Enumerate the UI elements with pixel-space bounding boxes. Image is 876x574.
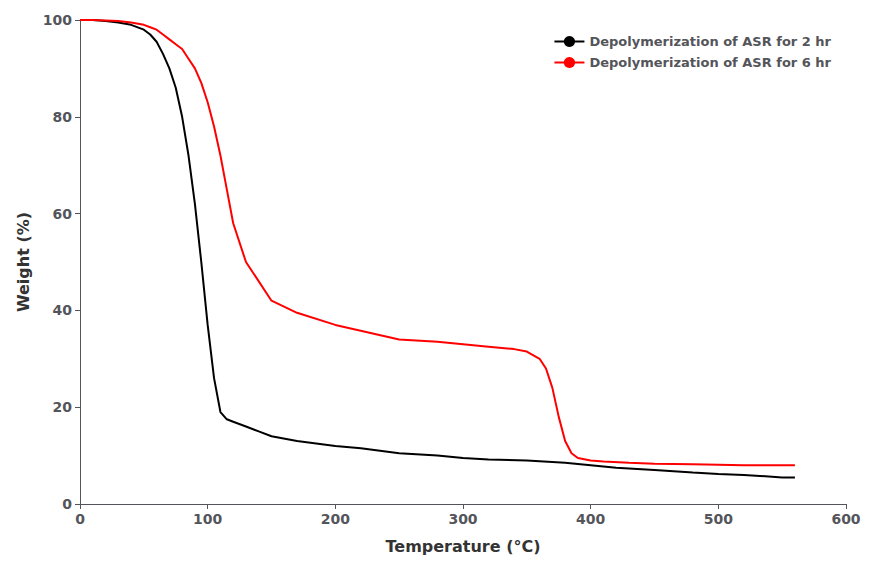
svg-text:Depolymerization of ASR for 6: Depolymerization of ASR for 6 hr (589, 55, 831, 70)
svg-text:20: 20 (53, 399, 73, 415)
svg-text:100: 100 (193, 511, 222, 527)
svg-text:80: 80 (53, 109, 73, 125)
svg-text:600: 600 (831, 511, 860, 527)
svg-text:400: 400 (576, 511, 605, 527)
svg-text:500: 500 (704, 511, 733, 527)
svg-text:60: 60 (53, 206, 73, 222)
svg-text:Temperature (°C): Temperature (°C) (385, 537, 540, 556)
svg-text:Depolymerization of ASR for 2: Depolymerization of ASR for 2 hr (589, 34, 831, 49)
svg-text:0: 0 (75, 511, 85, 527)
svg-text:40: 40 (53, 302, 73, 318)
svg-text:Weight (%): Weight (%) (14, 212, 33, 312)
svg-text:100: 100 (43, 12, 72, 28)
svg-text:200: 200 (321, 511, 350, 527)
svg-text:0: 0 (62, 496, 72, 512)
svg-text:300: 300 (448, 511, 477, 527)
